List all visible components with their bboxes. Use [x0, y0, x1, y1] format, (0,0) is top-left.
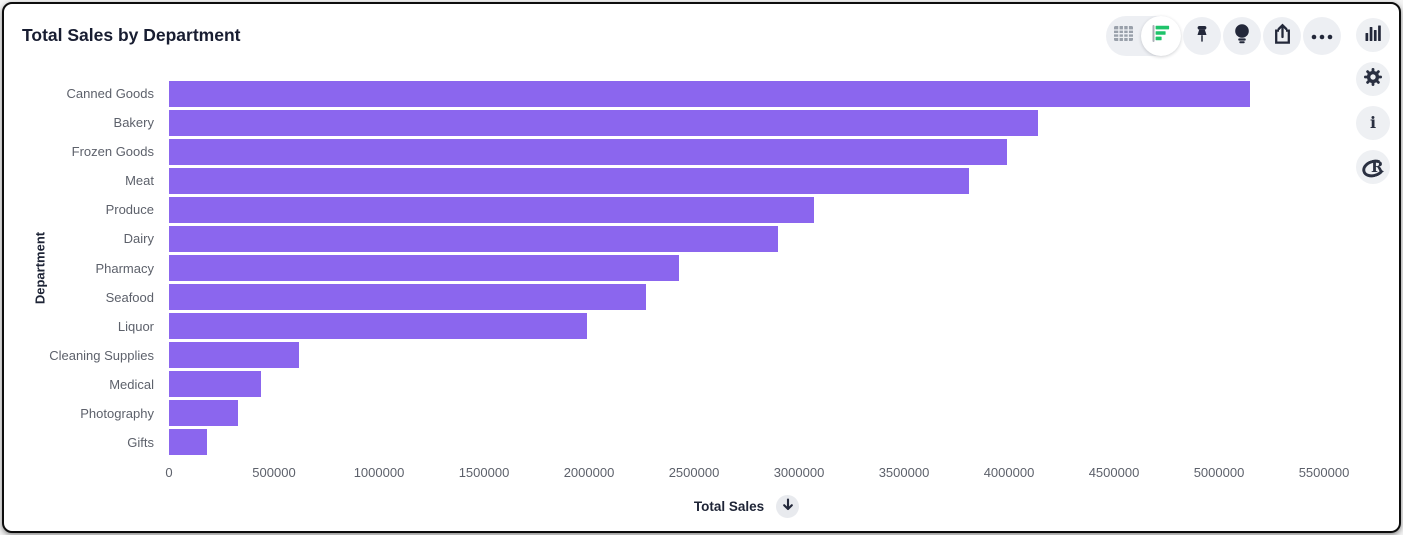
x-axis: 0 500000 1000000 1500000 2000000 2500000 30000…: [165, 465, 1349, 481]
category-label: Produce: [105, 202, 154, 218]
view-toggle: [1106, 16, 1181, 56]
x-tick-label: 4000000: [983, 465, 1035, 480]
bar-gifts[interactable]: [169, 429, 207, 456]
share-button[interactable]: [1263, 17, 1301, 55]
bar-row: [169, 137, 1324, 166]
r-language-button[interactable]: R: [1356, 150, 1390, 184]
toolbar: [1106, 16, 1341, 56]
bar-row: [169, 195, 1324, 224]
bar-frozen-goods[interactable]: [169, 138, 1007, 165]
side-panel: i R: [1356, 18, 1390, 184]
chart-panel-button[interactable]: [1356, 18, 1390, 52]
bar-row: [169, 283, 1324, 312]
plot-area: [169, 79, 1324, 457]
bar-cleaning-supplies[interactable]: [169, 342, 300, 369]
category-axis: Canned Goods Bakery Frozen Goods Meat Produc…: [4, 79, 154, 457]
category-label: Liquor: [117, 318, 154, 334]
r-logo-icon: R: [1359, 156, 1387, 181]
chart-title: Total Sales by Department: [22, 25, 241, 45]
x-axis-title: Total Sales: [693, 499, 765, 514]
bar-row: [169, 79, 1324, 108]
category-label: Dairy: [123, 231, 154, 247]
x-tick-label: 3000000: [773, 465, 825, 480]
bar-row: [169, 108, 1324, 137]
bar-row: [169, 370, 1324, 399]
bar-medical[interactable]: [169, 371, 262, 398]
pin-button[interactable]: [1183, 17, 1221, 55]
info-button[interactable]: i: [1356, 106, 1390, 140]
bar-meat[interactable]: [169, 167, 970, 194]
x-tick-label: 5500000: [1298, 465, 1350, 480]
table-view-button[interactable]: [1106, 16, 1141, 56]
table-view-icon: [1114, 26, 1133, 46]
category-label: Seafood: [105, 289, 154, 305]
x-tick-label: 2000000: [563, 465, 615, 480]
category-label: Medical: [109, 376, 154, 392]
bar-row: [169, 341, 1324, 370]
bar-seafood[interactable]: [169, 284, 646, 311]
x-tick-label: 1500000: [458, 465, 510, 480]
sort-descending-button[interactable]: [776, 495, 800, 518]
column-chart-icon: [1365, 24, 1382, 46]
info-icon: i: [1369, 113, 1377, 132]
gear-icon: [1363, 67, 1383, 92]
bar-row: [169, 399, 1324, 428]
category-label: Gifts: [127, 434, 154, 450]
bar-pharmacy[interactable]: [169, 255, 680, 281]
bar-row: [169, 312, 1324, 341]
category-label: Frozen Goods: [71, 144, 154, 160]
x-tick-label: 5000000: [1193, 465, 1245, 480]
x-tick-label: 4500000: [1088, 465, 1140, 480]
bar-row: [169, 166, 1324, 195]
pin-icon: [1192, 24, 1212, 49]
settings-button[interactable]: [1356, 62, 1390, 96]
bar-row: [169, 224, 1324, 253]
more-options-button[interactable]: [1303, 17, 1341, 55]
insight-button[interactable]: [1223, 17, 1261, 55]
category-label: Pharmacy: [95, 260, 154, 276]
x-tick-label: 2500000: [668, 465, 720, 480]
x-axis-title-row: Total Sales: [169, 495, 1324, 518]
category-label: Photography: [80, 405, 154, 421]
x-tick-label: 3500000: [878, 465, 930, 480]
share-icon: [1272, 23, 1293, 50]
x-tick-label: 1000000: [353, 465, 405, 480]
bar-dairy[interactable]: [169, 225, 778, 252]
bar-row: [169, 253, 1324, 282]
category-label: Bakery: [113, 115, 154, 131]
bar-chart-view-icon: [1152, 25, 1170, 47]
bar-row: [169, 428, 1324, 457]
bar-liquor[interactable]: [169, 313, 587, 340]
bar-photography[interactable]: [169, 400, 239, 427]
bar-canned-goods[interactable]: [169, 80, 1251, 107]
bar-chart-view-button[interactable]: [1141, 16, 1181, 56]
category-label: Cleaning Supplies: [49, 347, 154, 363]
category-label: Meat: [125, 173, 154, 189]
x-tick-label: 500000: [252, 465, 296, 480]
x-tick-label: 0: [165, 465, 173, 480]
bar-produce[interactable]: [169, 196, 814, 223]
lightbulb-icon: [1233, 23, 1251, 49]
down-arrow-icon: [782, 498, 794, 516]
category-label: Canned Goods: [66, 86, 154, 102]
bar-bakery[interactable]: [169, 109, 1039, 136]
ellipsis-icon: [1311, 27, 1333, 45]
